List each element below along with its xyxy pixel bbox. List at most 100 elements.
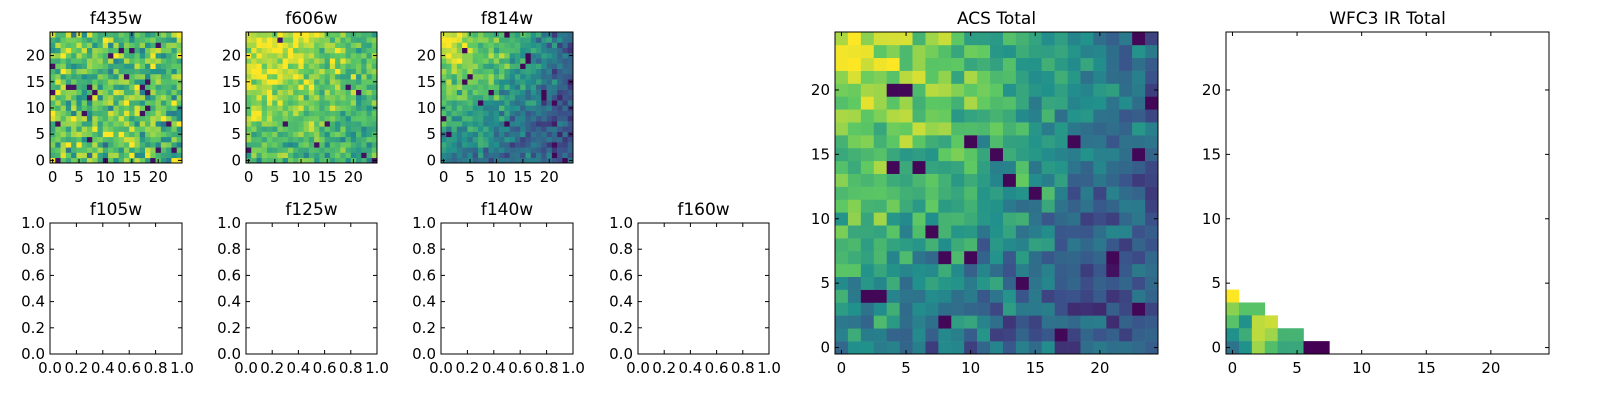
image-cell bbox=[990, 173, 1004, 187]
y-tick-label: 20 bbox=[1202, 81, 1221, 99]
image-cell bbox=[938, 135, 952, 149]
image-cell bbox=[462, 94, 468, 101]
image-cell bbox=[446, 89, 452, 96]
image-cell bbox=[60, 79, 67, 85]
image-cell bbox=[145, 63, 151, 69]
image-cell bbox=[472, 73, 479, 80]
image-cell bbox=[938, 289, 952, 303]
image-cell bbox=[873, 109, 887, 123]
image-cell bbox=[293, 84, 299, 90]
image-cell bbox=[912, 96, 926, 110]
image-cell bbox=[1093, 83, 1107, 97]
image-cell bbox=[925, 225, 939, 239]
image-cell bbox=[118, 126, 125, 132]
image-cell bbox=[912, 83, 926, 97]
image-cell bbox=[1132, 44, 1146, 59]
image-cell bbox=[451, 152, 458, 159]
image-cell bbox=[261, 131, 268, 138]
image-cell bbox=[308, 68, 315, 75]
image-cell bbox=[123, 136, 130, 143]
image-cell bbox=[899, 109, 913, 123]
image-cell bbox=[451, 121, 458, 127]
image-cell bbox=[134, 42, 141, 49]
image-cell bbox=[1015, 96, 1030, 110]
image-cell bbox=[514, 42, 521, 49]
image-cell bbox=[272, 89, 278, 96]
image-cell bbox=[541, 121, 547, 127]
image-cell bbox=[530, 79, 537, 85]
image-cell bbox=[350, 63, 357, 69]
image-cell bbox=[123, 47, 130, 54]
image-cell bbox=[261, 89, 268, 96]
image-cell bbox=[319, 152, 325, 159]
image-cell bbox=[113, 73, 119, 80]
image-cell bbox=[1106, 250, 1120, 265]
image-cell bbox=[1002, 57, 1017, 71]
image-cell bbox=[525, 100, 532, 106]
image-cell bbox=[1054, 96, 1068, 110]
image-cell bbox=[319, 115, 325, 122]
image-cell bbox=[55, 94, 61, 101]
image-cell bbox=[139, 94, 146, 101]
image-cell bbox=[925, 341, 939, 355]
image-cell bbox=[446, 68, 452, 75]
image-cell bbox=[499, 94, 505, 101]
image-cell bbox=[324, 94, 331, 101]
panel-title: f435w bbox=[90, 9, 142, 29]
image-cell bbox=[1132, 225, 1146, 239]
image-cell bbox=[145, 126, 151, 132]
image-cell bbox=[467, 131, 473, 138]
image-cell bbox=[282, 94, 289, 101]
image-cell bbox=[1041, 199, 1055, 213]
image-cell bbox=[108, 63, 114, 69]
image-cell bbox=[123, 37, 130, 43]
image-cell bbox=[277, 68, 283, 75]
image-cell bbox=[246, 73, 252, 80]
image-cells bbox=[441, 32, 574, 164]
image-cell bbox=[86, 42, 93, 49]
image-cell bbox=[361, 121, 367, 127]
image-cell bbox=[483, 152, 489, 159]
image-cell bbox=[456, 68, 463, 75]
image-cell bbox=[912, 276, 926, 290]
image-cell bbox=[860, 302, 875, 316]
image-cell bbox=[504, 94, 510, 101]
image-cell bbox=[483, 126, 489, 132]
image-cell bbox=[97, 126, 104, 132]
image-cell bbox=[525, 47, 532, 54]
image-cell bbox=[446, 131, 452, 138]
image-cell bbox=[504, 136, 510, 143]
image-cell bbox=[886, 135, 900, 149]
image-cell bbox=[951, 289, 965, 303]
image-cell bbox=[256, 100, 263, 106]
image-cell bbox=[171, 105, 178, 111]
image-cell bbox=[86, 110, 93, 117]
image-cell bbox=[139, 79, 146, 85]
image-cell bbox=[361, 37, 367, 43]
axes-frame bbox=[49, 31, 183, 164]
image-cell bbox=[899, 199, 913, 213]
image-cell bbox=[356, 131, 362, 138]
image-cell bbox=[166, 100, 172, 106]
image-cell bbox=[160, 105, 167, 111]
panel-title: f814w bbox=[481, 9, 533, 29]
image-cell bbox=[340, 42, 346, 49]
image-cell bbox=[1054, 147, 1068, 162]
image-cell bbox=[1015, 160, 1030, 174]
x-tick-label: 15 bbox=[1026, 359, 1045, 377]
image-cell bbox=[319, 105, 325, 111]
image-cell bbox=[340, 115, 346, 122]
image-cell bbox=[324, 68, 331, 75]
image-cell bbox=[155, 68, 162, 75]
image-cell bbox=[1093, 250, 1107, 265]
image-cell bbox=[1028, 160, 1043, 174]
image-cell bbox=[246, 94, 252, 101]
image-cell bbox=[65, 42, 72, 49]
image-cell bbox=[361, 89, 367, 96]
image-cell bbox=[118, 89, 125, 96]
image-cell bbox=[303, 37, 310, 43]
image-cell bbox=[938, 160, 952, 174]
image-cell bbox=[567, 58, 574, 64]
image-cell bbox=[514, 115, 521, 122]
